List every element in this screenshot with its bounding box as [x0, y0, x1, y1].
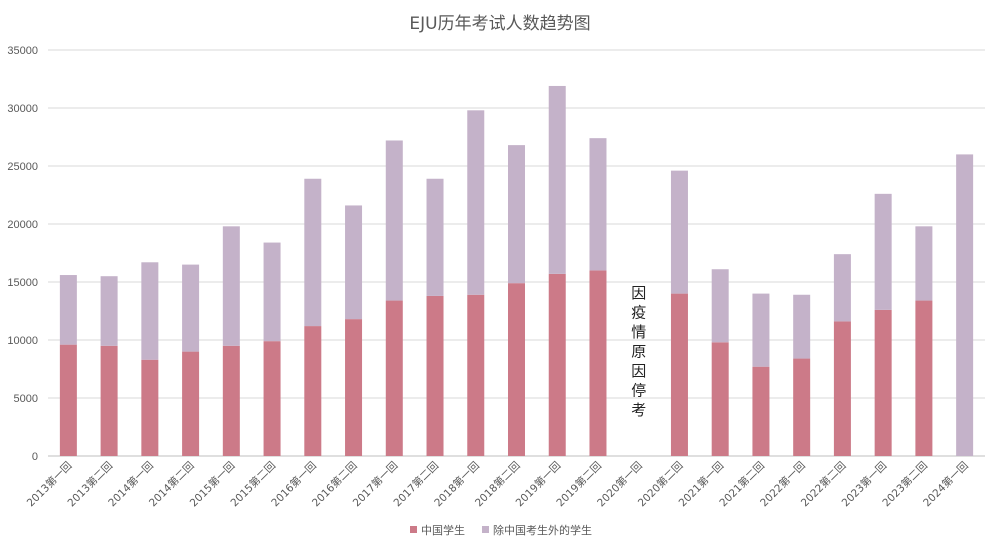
legend-swatch	[482, 526, 489, 533]
bar-chinese-students	[100, 345, 118, 456]
bar-other-students	[915, 226, 933, 301]
bar-other-students	[467, 110, 485, 295]
bar-other-students	[304, 178, 322, 327]
annotation-char: 考	[631, 401, 646, 419]
bar-other-students	[589, 138, 607, 271]
y-axis-ticks: 0 5000 10000 15000 20000 25000 30000 35000	[7, 45, 38, 463]
bar-chinese-students	[426, 295, 444, 456]
y-tick-label: 35000	[7, 45, 38, 57]
bar-other-students	[956, 154, 974, 456]
bar-chinese-students	[345, 319, 363, 456]
bar-other-students	[385, 140, 403, 301]
bar-chinese-students	[182, 351, 200, 456]
bar-chinese-students	[548, 273, 566, 456]
x-axis-ticks: 2013第一回2013第二回2014第一回2014第二回2015第一回2015第…	[24, 459, 971, 509]
y-tick-label: 25000	[7, 161, 38, 173]
y-tick-label: 30000	[7, 103, 38, 115]
legend-label: 除中国考生外的学生	[493, 523, 592, 537]
bar-other-students	[793, 294, 811, 359]
annotation-char: 原	[631, 343, 646, 361]
bar-other-students	[670, 170, 688, 294]
bar-chinese-students	[752, 366, 770, 456]
bar-chinese-students	[833, 321, 851, 456]
bar-other-students	[59, 275, 77, 345]
annotation-char: 停	[631, 382, 646, 400]
bar-other-students	[548, 85, 566, 274]
annotation-char: 因	[631, 284, 646, 302]
annotation-char: 因	[631, 362, 646, 380]
bar-other-students	[182, 264, 200, 352]
legend-swatch	[410, 526, 417, 533]
bar-chinese-students	[793, 358, 811, 456]
bar-other-students	[874, 193, 892, 310]
bar-chinese-students	[874, 309, 892, 456]
annotation-char: 疫	[631, 304, 646, 322]
bar-other-students	[833, 254, 851, 322]
y-tick-label: 15000	[7, 277, 38, 289]
bar-other-students	[426, 178, 444, 296]
bar-other-students	[711, 269, 729, 343]
bar-chinese-students	[508, 283, 525, 456]
y-tick-label: 10000	[7, 335, 38, 347]
bar-other-students	[508, 145, 525, 284]
legend: 中国学生 除中国考生外的学生	[410, 523, 592, 537]
bar-chinese-students	[915, 300, 933, 456]
bar-other-students	[752, 293, 770, 367]
bar-chinese-students	[304, 326, 322, 456]
bar-chinese-students	[670, 293, 688, 456]
bar-other-students	[100, 276, 118, 346]
bar-chinese-students	[141, 359, 159, 456]
legend-label: 中国学生	[421, 523, 465, 537]
chart-title: EJU历年考试人数趋势图	[409, 14, 590, 34]
y-tick-label: 20000	[7, 219, 38, 231]
bar-other-students	[141, 262, 159, 360]
bar-other-students	[222, 226, 240, 346]
bar-chinese-students	[467, 294, 485, 456]
bar-chinese-students	[222, 345, 240, 456]
bar-chinese-students	[263, 341, 281, 456]
y-tick-label: 0	[32, 451, 38, 463]
bar-chinese-students	[385, 300, 403, 456]
bar-other-students	[345, 205, 363, 320]
bars	[59, 85, 974, 456]
bar-other-students	[263, 242, 281, 342]
y-tick-label: 5000	[14, 393, 38, 405]
bar-chinese-students	[589, 270, 607, 456]
bar-chinese-students	[711, 342, 729, 456]
bar-chinese-students	[59, 344, 77, 456]
annotation-char: 情	[631, 323, 646, 341]
